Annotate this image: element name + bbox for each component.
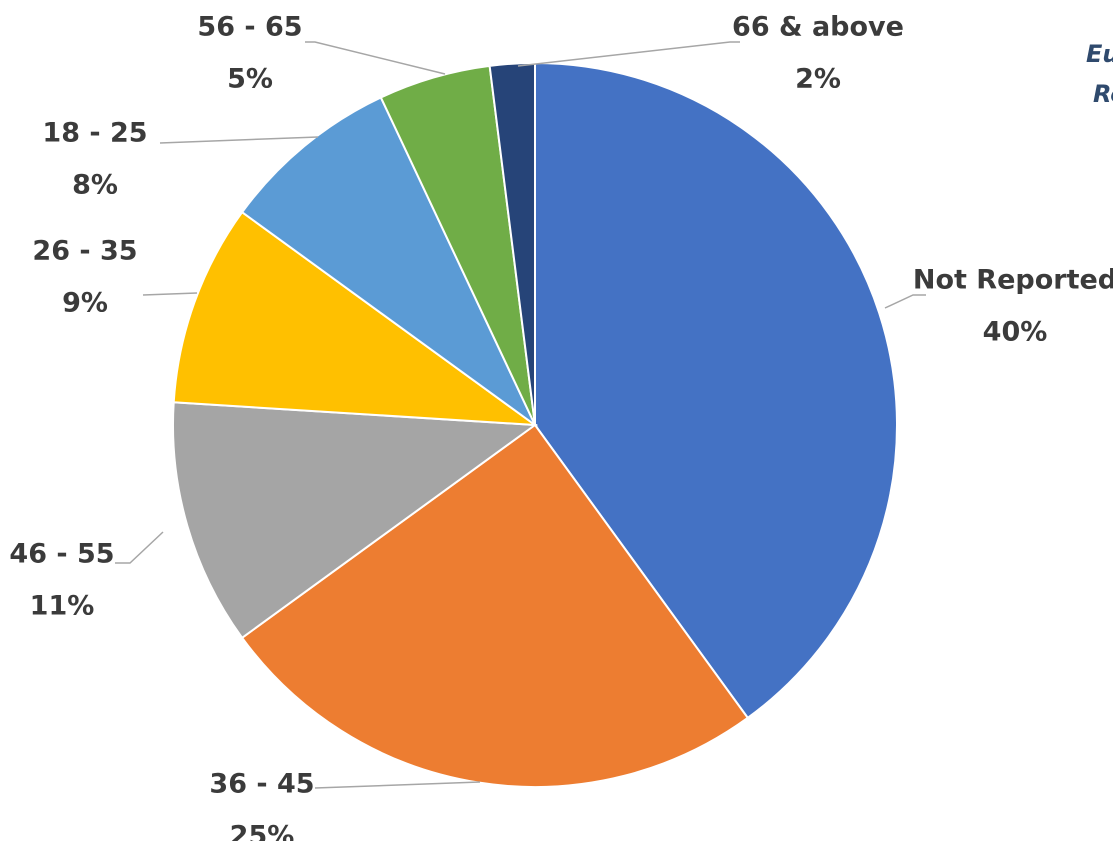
pie-slices bbox=[172, 61, 898, 788]
pie-slice-18-25 bbox=[240, 96, 536, 426]
leader-line-36-45 bbox=[314, 781, 481, 789]
slice-percent-26-35: 9% bbox=[62, 288, 108, 319]
slice-label-66-above: 66 & above bbox=[732, 12, 904, 43]
pie-slice-26-35 bbox=[172, 210, 539, 427]
slice-label-18-25: 18 - 25 bbox=[42, 118, 147, 149]
slice-label-46-55: 46 - 55 bbox=[9, 539, 114, 570]
slice-label-56-65: 56 - 65 bbox=[197, 12, 302, 43]
slice-label-36-45: 36 - 45 bbox=[209, 769, 314, 800]
slice-percent-not-reported: 40% bbox=[983, 317, 1048, 348]
leader-line-18-25 bbox=[159, 136, 319, 144]
clipped-text-line-2: Re bbox=[1093, 80, 1113, 108]
slice-percent-18-25: 8% bbox=[72, 170, 118, 201]
leader-line-46-55 bbox=[115, 531, 164, 564]
leader-line-26-35 bbox=[142, 292, 198, 296]
slice-percent-56-65: 5% bbox=[227, 64, 273, 95]
data-labels: Not Reported 40% 36 - 45 25% 46 - 55 11% 26 - … bbox=[9, 12, 1113, 841]
slice-label-26-35: 26 - 35 bbox=[32, 236, 137, 267]
leader-line-56-65 bbox=[305, 41, 446, 75]
slice-label-not-reported: Not Reported bbox=[913, 265, 1113, 296]
leader-lines bbox=[115, 41, 926, 789]
leader-line-not-reported bbox=[884, 294, 926, 309]
slice-percent-66-above: 2% bbox=[795, 64, 841, 95]
pie-slice-66-above bbox=[488, 61, 536, 426]
slice-percent-46-55: 11% bbox=[30, 591, 95, 622]
pie-slice-not-reported bbox=[534, 61, 898, 720]
slice-percent-36-45: 25% bbox=[230, 821, 295, 841]
leader-line-66-above bbox=[517, 41, 740, 67]
pie-slice-46-55 bbox=[172, 401, 538, 640]
clipped-text-line-1: Eu bbox=[1086, 40, 1113, 68]
